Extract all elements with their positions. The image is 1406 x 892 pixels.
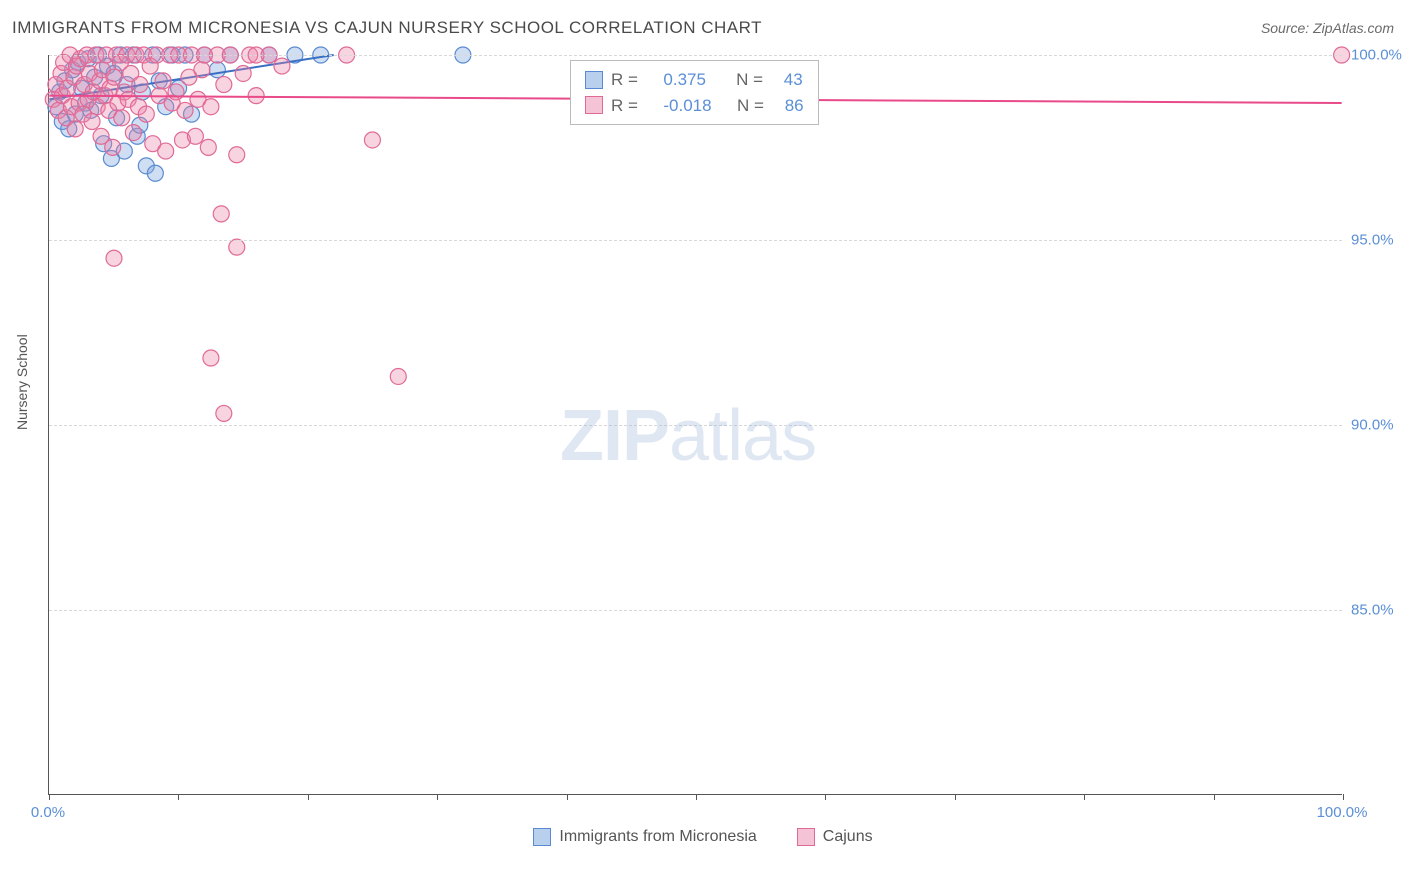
- chart-title: IMMIGRANTS FROM MICRONESIA VS CAJUN NURS…: [12, 18, 762, 38]
- chart-plot-area: 85.0%90.0%95.0%100.0%: [48, 55, 1342, 795]
- gridline-h: [49, 610, 1342, 611]
- swatch-series2: [585, 96, 603, 114]
- data-point: [364, 132, 380, 148]
- bottom-legend: Immigrants from Micronesia Cajuns: [0, 828, 1406, 846]
- data-point: [274, 58, 290, 74]
- data-point: [216, 405, 232, 421]
- swatch-series2-bottom: [797, 828, 815, 846]
- data-point: [158, 143, 174, 159]
- data-point: [177, 102, 193, 118]
- data-point: [105, 139, 121, 155]
- x-tick: [49, 794, 50, 800]
- legend-label-series1: Immigrants from Micronesia: [559, 828, 756, 846]
- data-point: [216, 77, 232, 93]
- data-point: [125, 125, 141, 141]
- data-point: [209, 62, 225, 78]
- legend-label-series2: Cajuns: [823, 828, 873, 846]
- n-prefix: N =: [737, 93, 764, 119]
- r-prefix: R =: [611, 67, 638, 93]
- data-point: [132, 77, 148, 93]
- data-point: [168, 84, 184, 100]
- data-point: [203, 350, 219, 366]
- x-tick-label: 100.0%: [1317, 804, 1368, 821]
- y-tick-label: 85.0%: [1351, 602, 1394, 619]
- data-point: [84, 114, 100, 130]
- data-point: [67, 121, 83, 137]
- x-tick: [1343, 794, 1344, 800]
- x-tick: [825, 794, 826, 800]
- swatch-series1: [585, 71, 603, 89]
- x-tick-label: 0.0%: [31, 804, 65, 821]
- x-tick: [178, 794, 179, 800]
- data-point: [114, 110, 130, 126]
- data-point: [248, 88, 264, 104]
- data-point: [235, 65, 251, 81]
- x-tick: [567, 794, 568, 800]
- y-tick-label: 95.0%: [1351, 232, 1394, 249]
- legend-item-series2: Cajuns: [797, 828, 873, 846]
- y-tick-label: 90.0%: [1351, 417, 1394, 434]
- gridline-h: [49, 240, 1342, 241]
- data-point: [187, 128, 203, 144]
- data-point: [213, 206, 229, 222]
- y-axis-label: Nursery School: [14, 334, 30, 430]
- data-point: [106, 250, 122, 266]
- legend-row-series2: R = -0.018 N = 86: [585, 93, 804, 119]
- r-value-series2: -0.018: [663, 93, 711, 119]
- gridline-h: [49, 55, 1342, 56]
- x-tick: [955, 794, 956, 800]
- r-prefix: R =: [611, 93, 638, 119]
- legend-row-series1: R = 0.375 N = 43: [585, 67, 804, 93]
- swatch-series1-bottom: [533, 828, 551, 846]
- data-point: [147, 165, 163, 181]
- n-value-series2: 86: [785, 93, 804, 119]
- data-point: [155, 73, 171, 89]
- x-tick: [437, 794, 438, 800]
- data-point: [229, 239, 245, 255]
- legend-item-series1: Immigrants from Micronesia: [533, 828, 756, 846]
- data-point: [106, 69, 122, 85]
- r-value-series1: 0.375: [663, 67, 706, 93]
- x-tick: [1214, 794, 1215, 800]
- data-point: [138, 106, 154, 122]
- x-tick: [696, 794, 697, 800]
- x-tick: [308, 794, 309, 800]
- x-tick: [1084, 794, 1085, 800]
- data-point: [194, 62, 210, 78]
- n-prefix: N =: [736, 67, 763, 93]
- correlation-legend: R = 0.375 N = 43 R = -0.018 N = 86: [570, 60, 819, 125]
- y-tick-label: 100.0%: [1351, 47, 1402, 64]
- data-point: [390, 368, 406, 384]
- data-point: [203, 99, 219, 115]
- data-point: [200, 139, 216, 155]
- data-point: [229, 147, 245, 163]
- gridline-h: [49, 425, 1342, 426]
- n-value-series1: 43: [784, 67, 803, 93]
- source-attribution: Source: ZipAtlas.com: [1261, 20, 1394, 36]
